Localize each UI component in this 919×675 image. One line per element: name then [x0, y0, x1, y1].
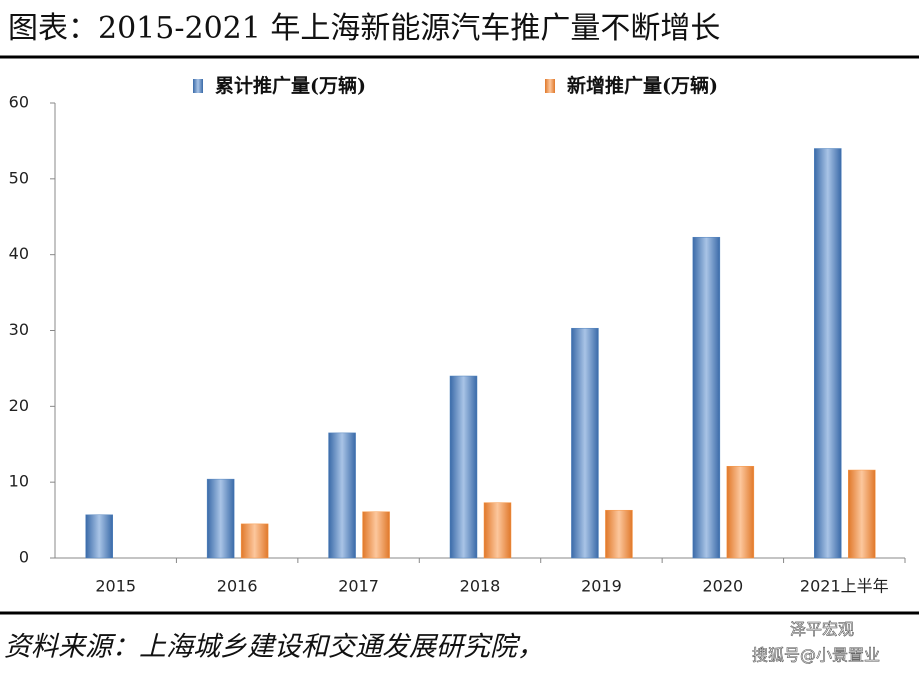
bar — [692, 236, 721, 559]
bar — [483, 502, 512, 559]
chart-title: 图表：2015-2021 年上海新能源汽车推广量不断增长 — [8, 11, 720, 46]
y-tick-label: 40 — [9, 244, 29, 263]
x-tick-label: 2018 — [460, 577, 501, 596]
x-tick-label: 2021上半年 — [800, 577, 889, 596]
legend-label: 累计推广量(万辆) — [215, 74, 366, 97]
bar — [571, 327, 599, 559]
y-tick-label: 10 — [9, 472, 29, 491]
watermark: 泽平宏观 — [790, 620, 854, 639]
bar — [449, 375, 478, 559]
bar — [328, 432, 356, 559]
bar — [240, 523, 269, 559]
y-tick-label: 60 — [9, 93, 29, 112]
legend-swatch — [193, 79, 203, 93]
x-tick-label: 2019 — [581, 577, 622, 596]
watermark: 搜狐号@小景置业 — [752, 646, 880, 665]
y-tick-label: 30 — [9, 320, 29, 339]
bar — [85, 514, 113, 559]
x-tick-label: 2016 — [217, 577, 258, 596]
x-tick-label: 2017 — [338, 577, 379, 596]
x-tick-label: 2015 — [95, 577, 136, 596]
bar — [206, 478, 235, 559]
bar — [848, 469, 876, 559]
legend-swatch — [545, 79, 555, 93]
y-tick-label: 50 — [9, 168, 29, 187]
bar — [362, 511, 390, 559]
bar — [726, 465, 755, 559]
x-tick-label: 2020 — [702, 577, 743, 596]
bar — [814, 148, 842, 559]
y-tick-label: 20 — [9, 396, 29, 415]
bar — [605, 509, 633, 559]
y-tick-label: 0 — [19, 548, 29, 567]
legend-label: 新增推广量(万辆) — [567, 74, 718, 97]
source: 资料来源：上海城乡建设和交通发展研究院， — [4, 632, 544, 663]
